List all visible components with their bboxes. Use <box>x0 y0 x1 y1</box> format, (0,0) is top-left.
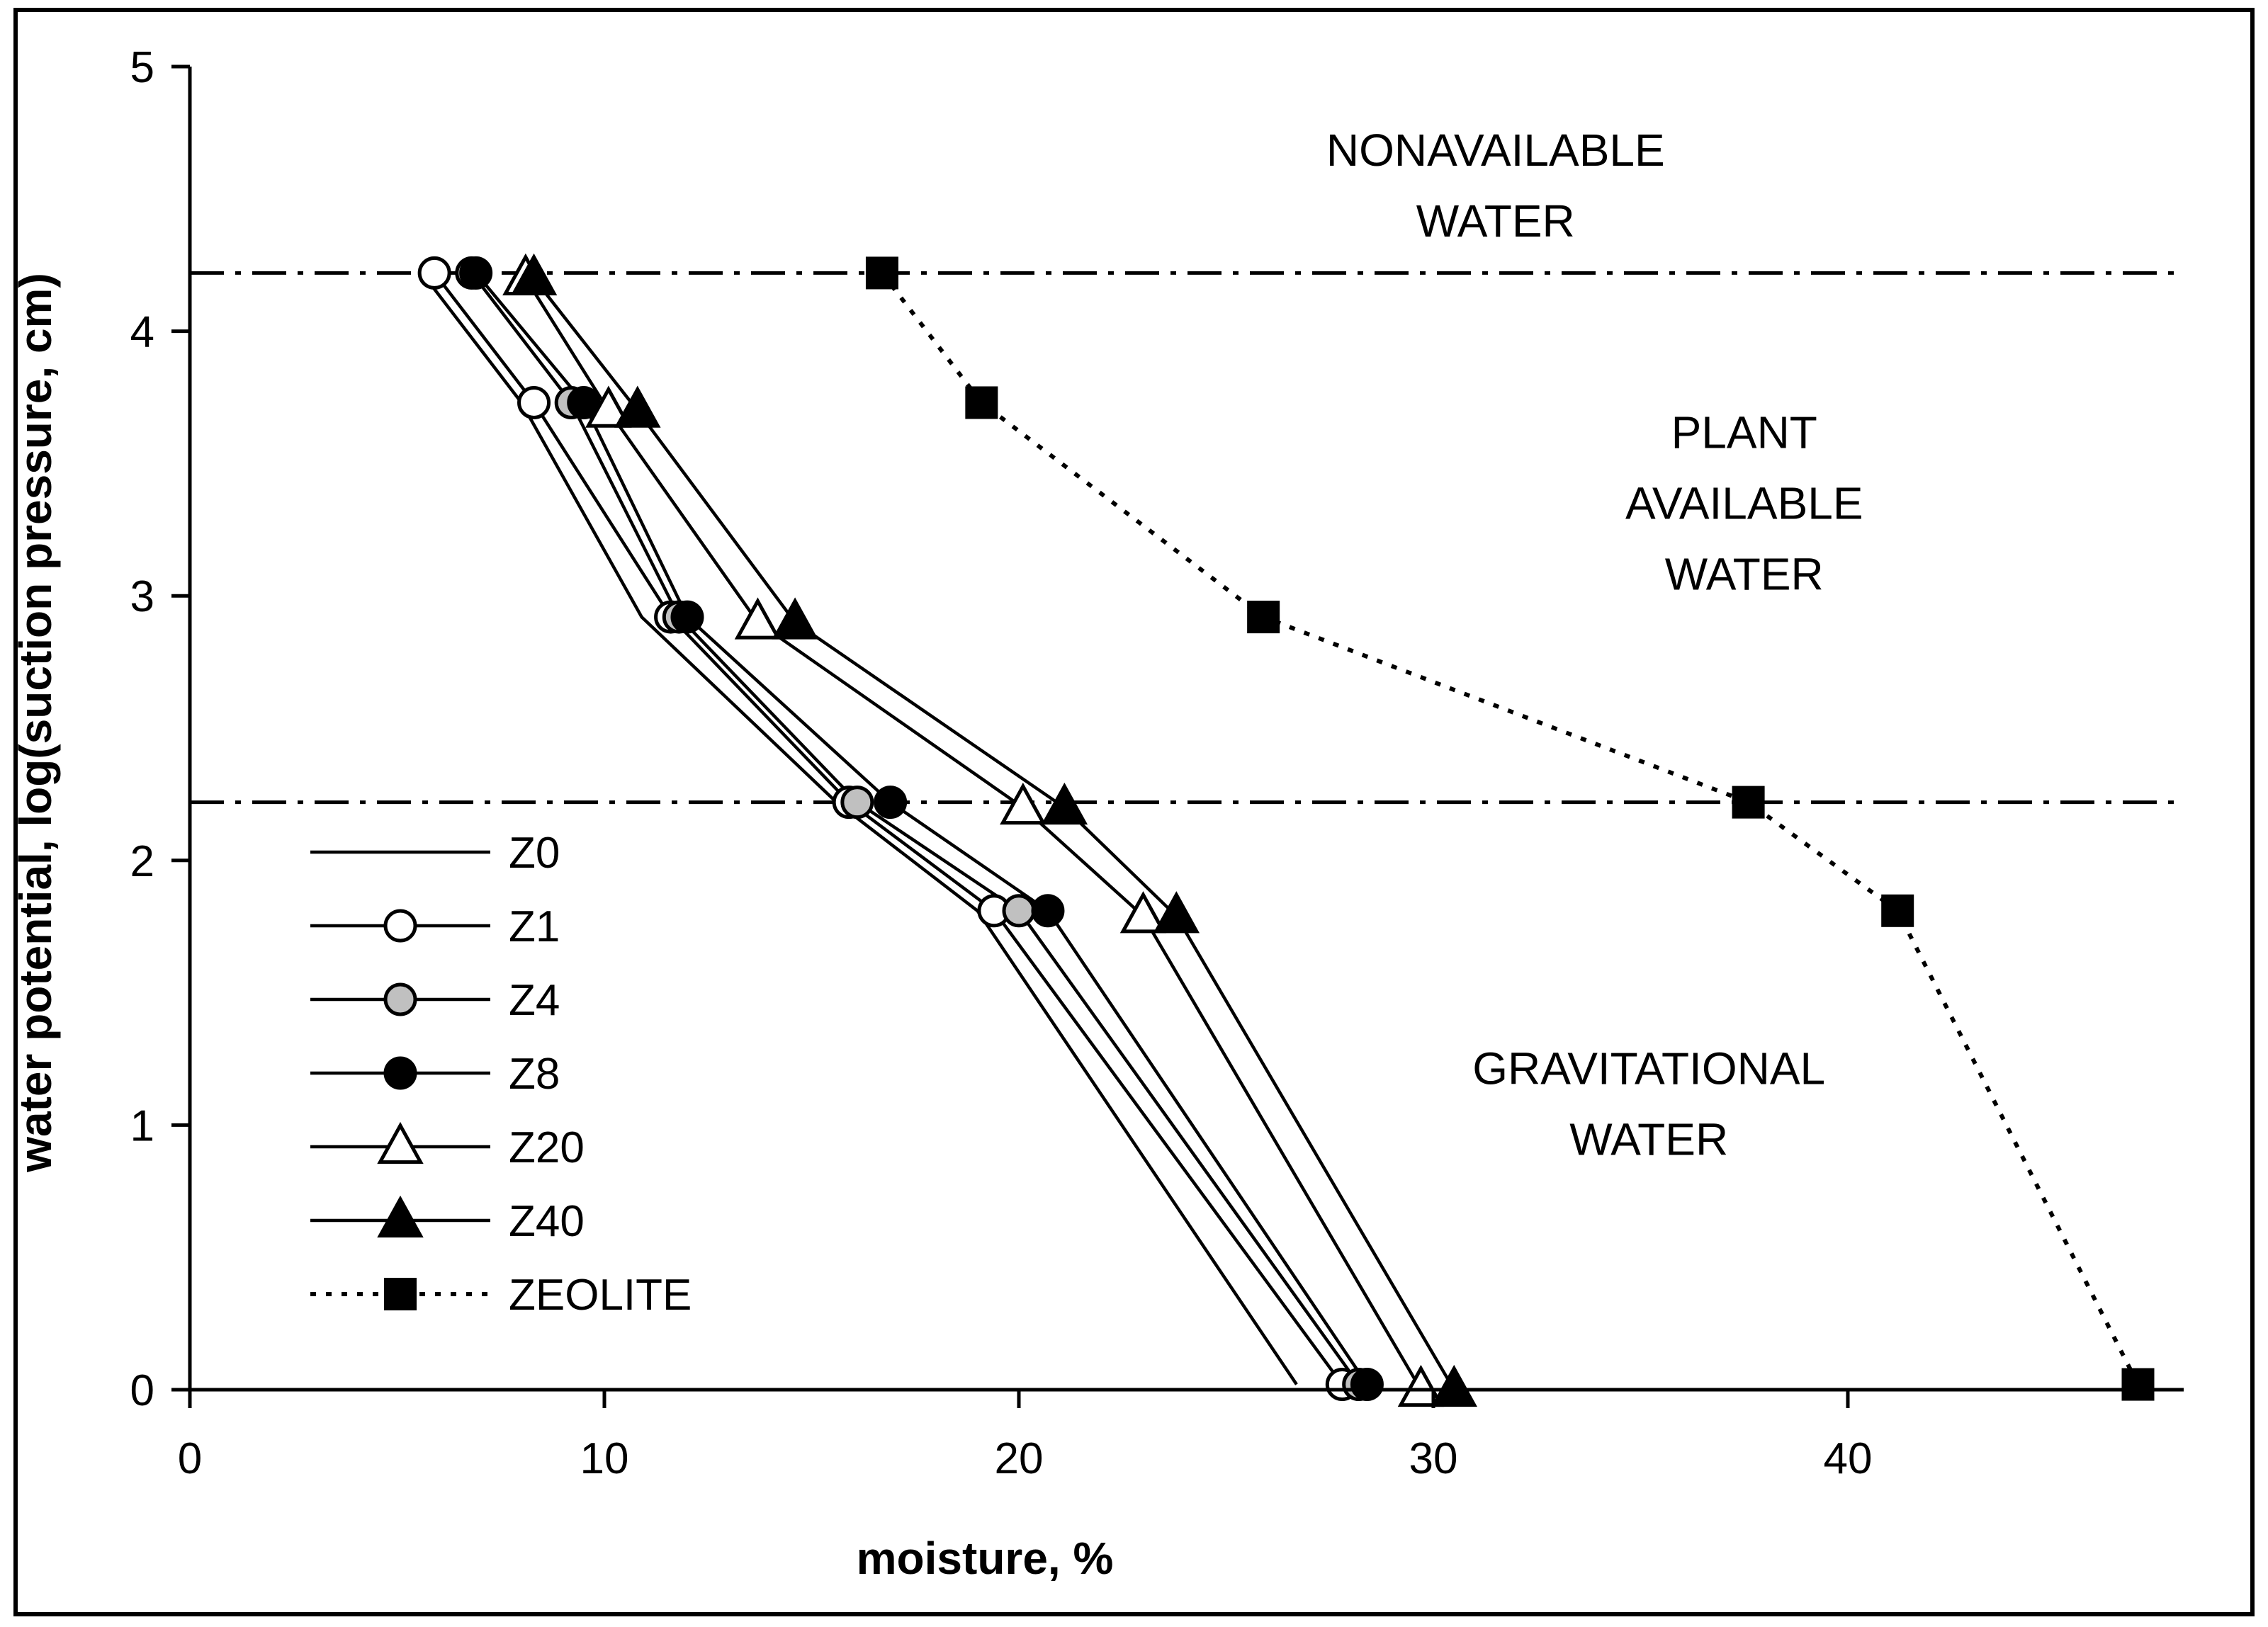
region-label-2-line-2: AVAILABLE <box>1625 477 1863 528</box>
point-z8-6 <box>1350 1368 1384 1402</box>
legend-marker-z1 <box>383 909 417 943</box>
x-tick-label-0: 0 <box>178 1434 202 1483</box>
legend-label-z8: Z8 <box>509 1050 560 1099</box>
point-z40-2 <box>614 385 661 428</box>
point-z1-1 <box>417 256 451 290</box>
legend-marker-zeolite <box>384 1278 417 1310</box>
y-tick-label-0: 0 <box>130 1366 154 1415</box>
y-axis-title: water potential, log(suction pressure, c… <box>10 273 61 1173</box>
point-zeolite-4 <box>1732 786 1765 819</box>
point-z4-5 <box>1002 894 1036 928</box>
x-tick-label-20: 20 <box>995 1434 1044 1483</box>
point-z20-2 <box>585 385 632 428</box>
y-tick-label-1: 1 <box>130 1101 154 1150</box>
region-label-3-line-2: WATER <box>1569 1114 1728 1165</box>
point-zeolite-2 <box>965 386 998 419</box>
series-line-z4 <box>470 272 1360 1385</box>
legend-label-z1: Z1 <box>509 902 560 951</box>
region-label-2-line-1: PLANT <box>1671 407 1817 458</box>
legend-marker-z4 <box>383 982 417 1016</box>
point-z8-3 <box>670 600 704 634</box>
series-line-z8 <box>474 271 1369 1385</box>
series-line-zeolite <box>880 271 2140 1385</box>
point-z20-3 <box>734 597 782 640</box>
legend-marker-z40 <box>377 1195 424 1238</box>
point-z40-3 <box>772 597 818 640</box>
point-z40-4 <box>1041 782 1088 825</box>
legend-marker-z8 <box>383 1056 417 1090</box>
region-label-1-line-2: WATER <box>1416 195 1575 246</box>
point-z8-2 <box>567 385 601 419</box>
legend-marker-z20 <box>377 1121 424 1164</box>
series-line-z20 <box>524 277 1423 1391</box>
y-tick-label-3: 3 <box>130 572 154 621</box>
y-tick-label-2: 2 <box>130 837 154 886</box>
x-tick-label-10: 10 <box>580 1434 629 1483</box>
point-z40-1 <box>510 253 558 295</box>
point-zeolite-5 <box>1881 894 1914 927</box>
point-z8-5 <box>1031 894 1065 928</box>
legend-label-z20: Z20 <box>509 1123 585 1172</box>
y-tick-label-5: 5 <box>130 43 154 92</box>
point-z40-6 <box>1431 1364 1477 1407</box>
point-z8-1 <box>459 256 493 290</box>
point-z20-4 <box>1000 782 1046 825</box>
y-tick-label-4: 4 <box>130 308 154 357</box>
legend-label-z0: Z0 <box>509 829 560 878</box>
region-label-1-line-1: NONAVAILABLE <box>1326 125 1665 176</box>
point-z40-5 <box>1153 891 1200 934</box>
point-z4-4 <box>840 786 874 820</box>
region-label-3-line-1: GRAVITATIONAL <box>1472 1043 1825 1094</box>
x-axis-title: moisture, % <box>857 1533 1114 1584</box>
legend-label-z40: Z40 <box>509 1197 585 1246</box>
point-zeolite-3 <box>1247 601 1280 634</box>
point-z8-4 <box>874 786 908 820</box>
legend-label-zeolite: ZEOLITE <box>509 1271 692 1320</box>
region-label-2-line-3: WATER <box>1665 548 1824 599</box>
point-zeolite-6 <box>2121 1368 2155 1401</box>
x-tick-label-40: 40 <box>1824 1434 1873 1483</box>
series-line-z0 <box>420 272 1298 1385</box>
point-z20-5 <box>1119 891 1167 934</box>
series-line-z40 <box>532 277 1456 1391</box>
point-z20-6 <box>1397 1364 1445 1407</box>
point-z1-2 <box>517 385 551 419</box>
figure-border <box>13 8 2255 1616</box>
point-zeolite-1 <box>865 256 898 290</box>
legend-label-z4: Z4 <box>509 976 560 1025</box>
series-line-z1 <box>433 272 1344 1385</box>
x-tick-label-30: 30 <box>1409 1434 1458 1483</box>
